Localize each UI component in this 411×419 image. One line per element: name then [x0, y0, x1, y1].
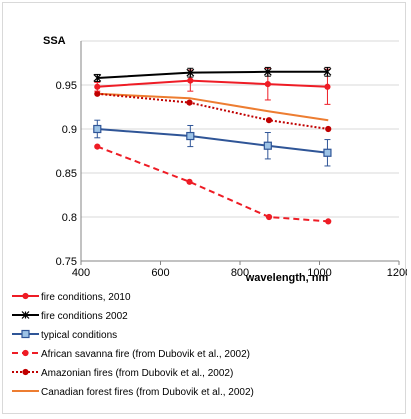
data-point [265, 213, 273, 221]
data-point [324, 83, 331, 90]
legend-label: typical conditions [41, 330, 117, 341]
data-point [325, 125, 332, 133]
data-point [186, 99, 193, 106]
series-line [97, 70, 328, 79]
data-point [263, 67, 272, 76]
series-group [93, 66, 332, 225]
chart-frame: 0.750.80.850.90.9540060080010001200 SSA … [2, 2, 407, 414]
y-tick-label: 0.8 [62, 212, 77, 224]
data-point [94, 143, 101, 150]
legend-item: fire conditions, 2010 [12, 292, 131, 303]
series-line [97, 128, 328, 154]
data-point [186, 178, 193, 185]
data-point [187, 77, 194, 84]
data-point [94, 90, 101, 97]
x-tick-label: 1200 [387, 267, 407, 279]
series-line [97, 79, 328, 88]
data-point [93, 74, 102, 82]
series-5 [97, 92, 329, 122]
data-point [22, 368, 29, 376]
data-point [263, 141, 272, 150]
x-tick-label: 400 [72, 267, 90, 279]
data-point [325, 218, 332, 225]
y-axis-title: SSA [43, 35, 66, 47]
legend-label: Amazonian fires (from Dubovik et al., 20… [41, 368, 233, 379]
legend-label: African savanna fire (from Dubovik et al… [41, 349, 250, 360]
legend-item: fire conditions 2002 [12, 311, 128, 322]
grid [81, 40, 399, 262]
series-1 [93, 66, 332, 82]
legend: fire conditions, 2010 fire conditions 200… [12, 292, 254, 398]
data-point [22, 349, 29, 357]
x-tick-label: 600 [151, 267, 169, 279]
series-4 [94, 90, 332, 133]
series-line [97, 92, 329, 122]
axes: 0.75 0.8 0.85 0.9 0.95 400 600 800 1000 1200 [56, 41, 407, 279]
legend-item: Canadian forest fires (from Dubovik et a… [12, 387, 254, 398]
data-point [93, 124, 102, 134]
y-tick-label: 0.75 [56, 256, 77, 268]
series-line [96, 145, 329, 223]
x-axis-title: wavelength, nm [245, 272, 329, 284]
data-point [186, 131, 195, 141]
legend-item: African savanna fire (from Dubovik et al… [12, 349, 250, 360]
line-chart: 0.750.80.850.90.9540060080010001200 SSA … [12, 35, 407, 398]
legend-label: fire conditions, 2010 [41, 292, 131, 303]
x-tick-label: 1000 [307, 267, 331, 279]
data-point [323, 148, 332, 157]
y-tick-label: 0.85 [56, 168, 77, 180]
series-0 [94, 67, 331, 105]
data-point [186, 68, 195, 77]
legend-item: typical conditions [12, 329, 117, 341]
legend-label: fire conditions 2002 [41, 311, 128, 322]
series-line [97, 92, 329, 130]
data-point [265, 117, 273, 124]
y-tick-label: 0.95 [56, 80, 77, 92]
data-point [21, 311, 30, 319]
data-point [264, 81, 271, 88]
x-tick-label: 800 [231, 267, 249, 279]
series-2 [93, 119, 332, 167]
y-tick-label: 0.9 [62, 124, 77, 136]
legend-label: Canadian forest fires (from Dubovik et a… [41, 387, 254, 398]
legend-item: Amazonian fires (from Dubovik et al., 20… [12, 368, 233, 379]
data-point [22, 292, 29, 300]
data-point [94, 83, 101, 90]
data-point [21, 329, 30, 339]
data-point [323, 67, 332, 76]
series-3 [94, 143, 332, 225]
